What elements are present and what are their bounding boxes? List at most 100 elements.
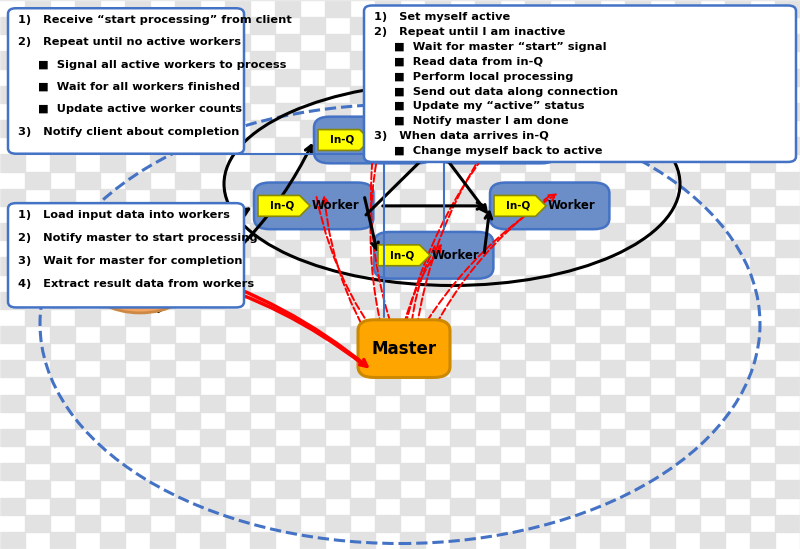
Bar xyxy=(125,103,150,120)
Bar xyxy=(450,395,475,412)
Bar xyxy=(50,463,75,480)
Bar xyxy=(125,274,150,292)
Bar xyxy=(500,532,525,549)
Text: Master: Master xyxy=(371,340,437,357)
Bar xyxy=(50,17,75,34)
Bar xyxy=(600,292,625,309)
Bar xyxy=(225,206,250,223)
Bar xyxy=(125,137,150,154)
Bar xyxy=(525,446,550,463)
Bar xyxy=(150,532,175,549)
Bar xyxy=(500,326,525,343)
Bar xyxy=(300,223,325,240)
Bar xyxy=(325,103,350,120)
Bar xyxy=(475,274,500,292)
Bar xyxy=(300,497,325,515)
Bar xyxy=(650,463,675,480)
Bar xyxy=(75,103,100,120)
Bar xyxy=(375,34,400,52)
Bar xyxy=(600,463,625,480)
Bar xyxy=(125,343,150,360)
Bar xyxy=(225,412,250,429)
Bar xyxy=(475,480,500,497)
Bar xyxy=(375,103,400,120)
Bar xyxy=(0,360,25,378)
Bar xyxy=(350,395,375,412)
Bar xyxy=(500,17,525,34)
Bar xyxy=(675,446,700,463)
Bar xyxy=(725,137,750,154)
Bar xyxy=(275,412,300,429)
Bar xyxy=(500,360,525,378)
Bar xyxy=(0,463,25,480)
Bar xyxy=(625,34,650,52)
Bar xyxy=(75,480,100,497)
Bar xyxy=(25,446,50,463)
Bar xyxy=(375,412,400,429)
Text: Client: Client xyxy=(118,276,162,290)
Bar xyxy=(350,326,375,343)
Bar xyxy=(25,343,50,360)
Bar xyxy=(25,309,50,326)
Bar xyxy=(75,240,100,257)
Bar xyxy=(250,52,275,69)
Bar xyxy=(675,274,700,292)
Bar xyxy=(325,34,350,52)
Bar xyxy=(175,103,200,120)
Bar xyxy=(600,52,625,69)
Bar xyxy=(25,378,50,395)
Bar xyxy=(200,52,225,69)
FancyBboxPatch shape xyxy=(358,320,450,378)
Bar xyxy=(100,154,125,171)
Bar xyxy=(675,378,700,395)
Bar xyxy=(175,240,200,257)
Bar xyxy=(0,292,25,309)
Bar xyxy=(225,0,250,17)
Bar xyxy=(50,52,75,69)
Bar xyxy=(750,429,775,446)
Bar xyxy=(100,257,125,274)
Text: Worker: Worker xyxy=(372,133,420,147)
Bar xyxy=(400,257,425,274)
Bar xyxy=(300,463,325,480)
Bar xyxy=(100,395,125,412)
Bar xyxy=(250,154,275,171)
Bar xyxy=(225,103,250,120)
Bar xyxy=(50,292,75,309)
Bar xyxy=(575,0,600,17)
Bar xyxy=(350,429,375,446)
Bar xyxy=(475,412,500,429)
Bar xyxy=(200,86,225,103)
Text: In-Q: In-Q xyxy=(506,201,530,211)
Bar xyxy=(150,292,175,309)
Bar xyxy=(325,240,350,257)
Text: 2)   Repeat until no active workers: 2) Repeat until no active workers xyxy=(18,37,241,47)
Text: ■  Wait for all workers finished: ■ Wait for all workers finished xyxy=(38,82,240,92)
Bar xyxy=(125,240,150,257)
Bar xyxy=(25,34,50,52)
Bar xyxy=(675,34,700,52)
Bar xyxy=(400,360,425,378)
Bar xyxy=(300,189,325,206)
Text: ■  Send out data along connection: ■ Send out data along connection xyxy=(394,87,618,97)
Text: 1)   Load input data into workers: 1) Load input data into workers xyxy=(18,210,230,220)
Polygon shape xyxy=(318,130,370,150)
Bar xyxy=(200,189,225,206)
Bar xyxy=(200,532,225,549)
Bar xyxy=(500,497,525,515)
Bar xyxy=(750,532,775,549)
Bar xyxy=(300,52,325,69)
Bar xyxy=(250,497,275,515)
Bar xyxy=(425,34,450,52)
Bar xyxy=(475,240,500,257)
Bar xyxy=(675,412,700,429)
Bar xyxy=(275,309,300,326)
Bar xyxy=(425,378,450,395)
Bar xyxy=(325,343,350,360)
Bar xyxy=(25,240,50,257)
Bar xyxy=(600,86,625,103)
Bar xyxy=(675,137,700,154)
Bar xyxy=(175,378,200,395)
FancyBboxPatch shape xyxy=(8,8,244,154)
Bar xyxy=(475,34,500,52)
